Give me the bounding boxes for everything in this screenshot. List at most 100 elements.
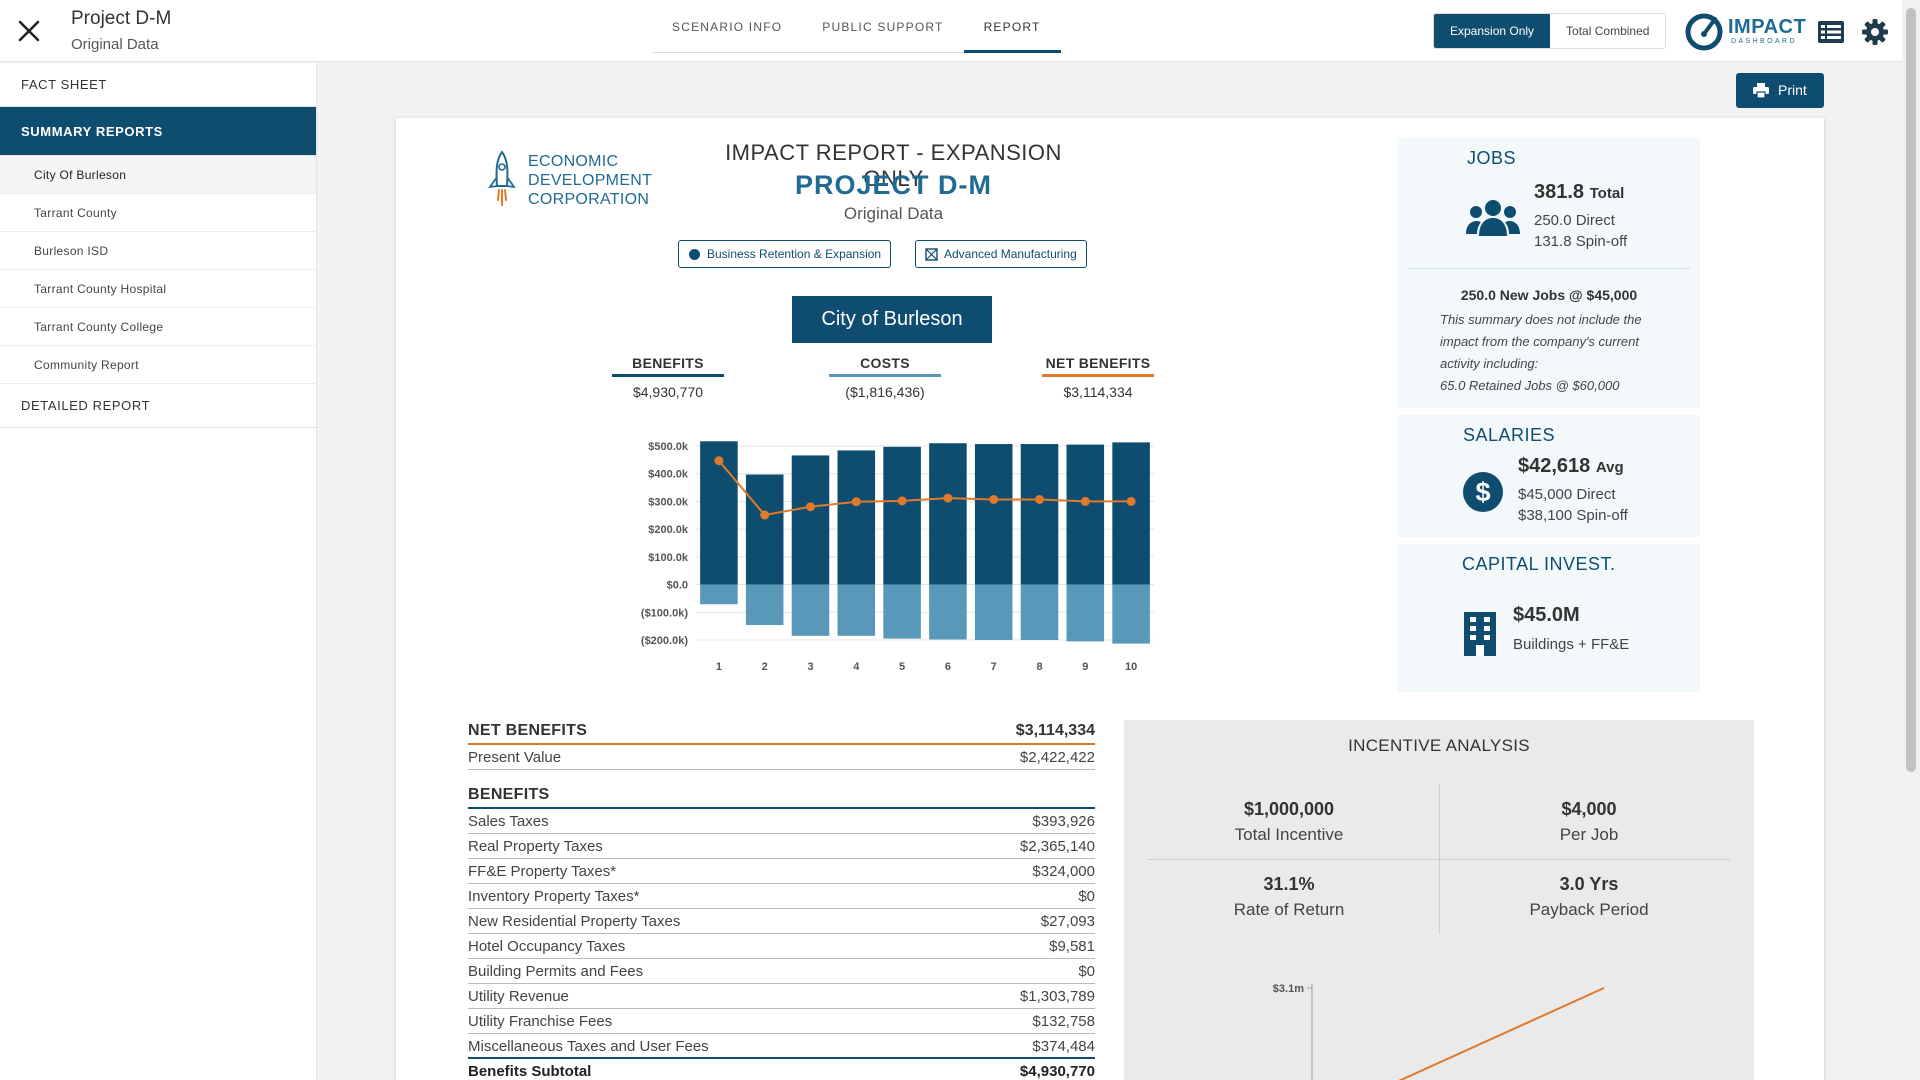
salary-spinoff: $38,100 Spin-off — [1518, 507, 1628, 524]
salary-direct: $45,000 Direct — [1518, 486, 1616, 503]
payback-period: 3.0 Yrs Payback Period — [1529, 874, 1649, 919]
cost-bar — [929, 584, 967, 640]
x-tick-label: 10 — [1125, 661, 1137, 673]
benefits-table: BENEFITS Sales Taxes $393,926 Real Proper… — [468, 781, 1095, 1080]
expansion-only-button[interactable]: Expansion Only — [1434, 14, 1551, 48]
salaries-title: SALARIES — [1463, 425, 1556, 445]
table-row: Inventory Property Taxes* $0 — [468, 884, 1095, 909]
sidebar-item-tarrant-county[interactable]: Tarrant County — [0, 194, 316, 232]
users-icon — [1466, 200, 1520, 236]
project-title: Project D-M — [71, 8, 172, 29]
jobs-title: JOBS — [1467, 148, 1517, 168]
brand-tagline: DASHBOARD — [1731, 38, 1797, 45]
jobs-divider — [1408, 268, 1690, 269]
total-combined-button[interactable]: Total Combined — [1550, 14, 1666, 48]
report-card: ECONOMIC DEVELOPMENT CORPORATION IMPACT … — [396, 118, 1824, 1080]
table-row: Real Property Taxes $2,365,140 — [468, 834, 1095, 859]
sidebar-item-city-of-burleson[interactable]: City Of Burleson — [0, 156, 316, 194]
y-tick-label: ($200.0k) — [641, 635, 688, 647]
present-value-row: Present Value $2,422,422 — [468, 745, 1095, 770]
jobs-panel: JOBS 381.8 Total 250.0 Direct 131.8 Spin… — [1398, 138, 1700, 408]
gear-icon[interactable] — [1861, 18, 1889, 46]
net-benefit-point — [1126, 496, 1136, 506]
close-icon[interactable] — [16, 18, 42, 44]
scrollbar-thumb[interactable] — [1906, 8, 1916, 772]
sidebar-summary-reports[interactable]: SUMMARY REPORTS — [0, 107, 316, 156]
benefits-subtotal-row: Benefits Subtotal $4,930,770 — [468, 1063, 1095, 1080]
net-benefits-table: NET BENEFITS $3,114,334 Present Value $2,4… — [468, 717, 1095, 770]
report-project-name: PROJECT D-M — [794, 170, 992, 200]
badge-icon — [689, 249, 700, 260]
per-job-incentive: $4,000 Per Job — [1559, 799, 1619, 844]
table-row: Miscellaneous Taxes and User Fees $374,48… — [468, 1034, 1095, 1059]
page-scrollbar[interactable] — [1902, 0, 1920, 1080]
sidebar-detailed-report[interactable]: DETAILED REPORT — [0, 384, 316, 428]
cost-bar — [837, 584, 876, 636]
y-tick-label: $400.0k — [648, 469, 689, 481]
table-row: Hotel Occupancy Taxes $9,581 — [468, 934, 1095, 959]
table-row: Sales Taxes $393,926 — [468, 809, 1095, 834]
jobs-note: This summary does not include the impact… — [1440, 312, 1642, 371]
sidebar-item-burleson-isd[interactable]: Burleson ISD — [0, 232, 316, 270]
tag-advanced-manufacturing: Advanced Manufacturing — [915, 240, 1087, 268]
x-tick-label: 2 — [762, 661, 768, 673]
x-tick-label: 6 — [945, 661, 951, 673]
print-button[interactable]: Print — [1736, 73, 1824, 108]
y-tick-label: $200.0k — [648, 524, 689, 536]
cost-bar — [974, 584, 1013, 640]
benefit-bar — [1020, 444, 1059, 585]
jobs-total: 381.8 Total — [1534, 181, 1625, 203]
x-tick-label: 3 — [807, 661, 813, 673]
net-benefit-point — [806, 502, 815, 512]
net-benefit-point — [1080, 496, 1090, 506]
y-tick-label: $3.1m — [1273, 983, 1304, 995]
y-tick-label: $300.0k — [648, 496, 689, 508]
incentive-analysis-panel: INCENTIVE ANALYSIS $1,000,000 Total Incen… — [1124, 720, 1754, 1080]
y-tick-label: $0.0 — [667, 580, 688, 592]
tag-business-retention: Business Retention & Expansion — [678, 240, 892, 268]
net-benefit-point — [714, 456, 724, 466]
building-icon — [1464, 612, 1496, 656]
jobs-direct: 250.0 Direct — [1534, 212, 1615, 229]
table-row: FF&E Property Taxes* $324,000 — [468, 859, 1095, 884]
benefit-bar — [1066, 444, 1105, 585]
cumulative-benefit-line — [1398, 987, 1605, 1080]
net-benefit-point — [760, 510, 770, 520]
salary-average: $42,618 Avg — [1518, 455, 1624, 477]
jurisdiction-title: City of Burleson — [792, 296, 992, 343]
incentive-divider-horizontal — [1148, 859, 1730, 860]
retained-jobs: 65.0 Retained Jobs @ $60,000 — [1440, 378, 1620, 393]
summary-costs: COSTS ($1,816,436) — [829, 355, 941, 400]
total-incentive: $1,000,000 Total Incentive — [1234, 799, 1344, 844]
cost-bar — [700, 584, 738, 605]
net-benefit-point — [943, 493, 953, 503]
sidebar-item-community-report[interactable]: Community Report — [0, 346, 316, 384]
incentive-payback-chart: $3.1m$1.0m — [1273, 983, 1605, 1080]
print-label: Print — [1778, 82, 1807, 98]
cost-bar — [1112, 584, 1150, 644]
net-benefit-point — [1035, 494, 1044, 504]
sidebar-fact-sheet[interactable]: FACT SHEET — [0, 63, 316, 107]
scope-toggle: Expansion Only Total Combined — [1433, 13, 1667, 49]
capital-title: CAPITAL INVEST. — [1462, 554, 1616, 574]
table-row: Utility Franchise Fees $132,758 — [468, 1009, 1095, 1034]
x-tick-label: 7 — [991, 661, 997, 673]
sidebar-item-tarrant-county-college[interactable]: Tarrant County College — [0, 308, 316, 346]
net-benefits-line — [718, 460, 1132, 517]
x-tick-label: 1 — [716, 661, 722, 673]
edc-logo-text: ECONOMIC DEVELOPMENT CORPORATION — [528, 153, 653, 208]
report-title: IMPACT REPORT - EXPANSION ONLY — [725, 140, 1062, 191]
tab-scenario-info[interactable]: SCENARIO INFO — [672, 20, 783, 34]
benefit-bar — [745, 474, 784, 585]
sidebar-item-tarrant-county-hospital[interactable]: Tarrant County Hospital — [0, 270, 316, 308]
capital-panel: CAPITAL INVEST. $45.0M Buildings + FF&E — [1398, 544, 1700, 692]
net-benefits-header: NET BENEFITS $3,114,334 — [468, 717, 1095, 745]
summary-benefits: BENEFITS $4,930,770 — [612, 355, 724, 400]
benefit-bar — [883, 446, 921, 585]
benefits-header: BENEFITS — [468, 781, 1095, 809]
tab-bar: SCENARIO INFO PUBLIC SUPPORT REPORT — [652, 0, 1061, 53]
summary-net-benefits: NET BENEFITS $3,114,334 — [1042, 355, 1154, 400]
tab-report[interactable]: REPORT — [963, 0, 1061, 53]
tab-public-support[interactable]: PUBLIC SUPPORT — [822, 20, 944, 34]
list-icon[interactable] — [1817, 18, 1845, 46]
